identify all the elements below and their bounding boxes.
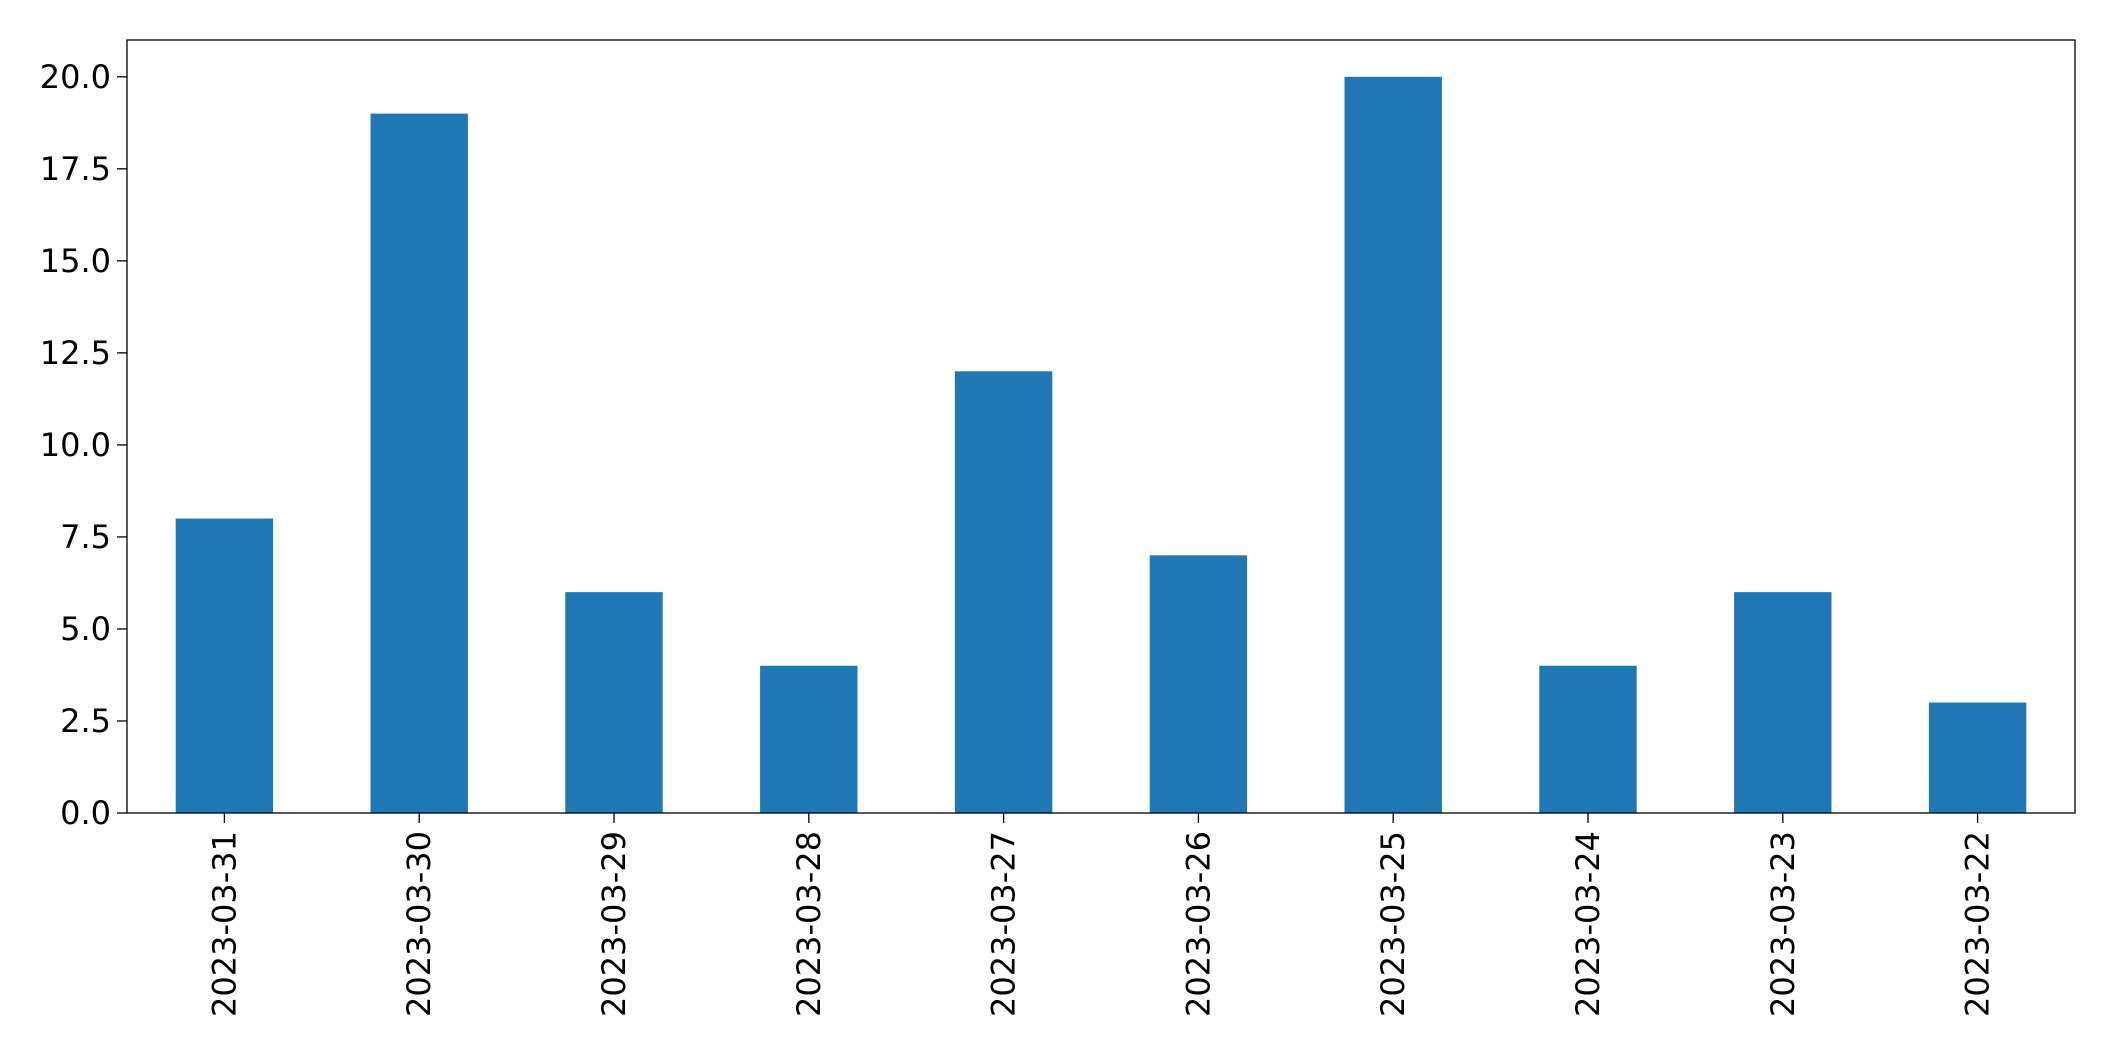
y-tick-label: 7.5: [60, 518, 111, 556]
x-tick-label: 2023-03-23: [1764, 831, 1802, 1017]
y-tick-label: 10.0: [40, 426, 111, 464]
x-tick-label: 2023-03-24: [1569, 831, 1607, 1017]
bar-2023-03-30: [370, 113, 468, 814]
bar-2023-03-28: [760, 665, 858, 813]
bar-2023-03-23: [1734, 592, 1832, 813]
x-tick-label: 2023-03-22: [1959, 831, 1997, 1017]
bar-2023-03-31: [175, 518, 274, 813]
plot-frame: [126, 39, 2076, 814]
bar-2023-03-27: [954, 371, 1053, 813]
bar-2023-03-26: [1149, 555, 1248, 813]
x-tick-label: 2023-03-25: [1374, 831, 1412, 1017]
x-tick-label: 2023-03-31: [205, 831, 243, 1017]
y-tick-label: 15.0: [40, 242, 111, 280]
bar-2023-03-22: [1928, 702, 2027, 813]
y-tick-label: 0.0: [60, 794, 111, 832]
bars-group: [175, 76, 2027, 814]
bar-2023-03-25: [1344, 76, 1442, 814]
x-axis: 2023-03-31 2023-03-30 2023-03-29 2023-03-28…: [205, 813, 1997, 1017]
y-axis: 0.0 2.5 5.0 7.5 10.0 12.5 15.0 17.5 20.0: [40, 58, 127, 832]
y-tick-label: 2.5: [60, 702, 111, 740]
x-tick-label: 2023-03-29: [595, 831, 633, 1017]
x-tick-label: 2023-03-26: [1179, 831, 1217, 1017]
y-tick-label: 17.5: [40, 150, 111, 188]
bar-2023-03-24: [1539, 665, 1637, 813]
y-tick-label: 12.5: [40, 334, 111, 372]
y-tick-label: 20.0: [40, 58, 111, 96]
bar-2023-03-29: [565, 592, 663, 813]
y-tick-label: 5.0: [60, 610, 111, 648]
x-tick-label: 2023-03-30: [400, 831, 438, 1017]
x-tick-label: 2023-03-28: [790, 831, 828, 1017]
x-tick-label: 2023-03-27: [985, 831, 1023, 1017]
